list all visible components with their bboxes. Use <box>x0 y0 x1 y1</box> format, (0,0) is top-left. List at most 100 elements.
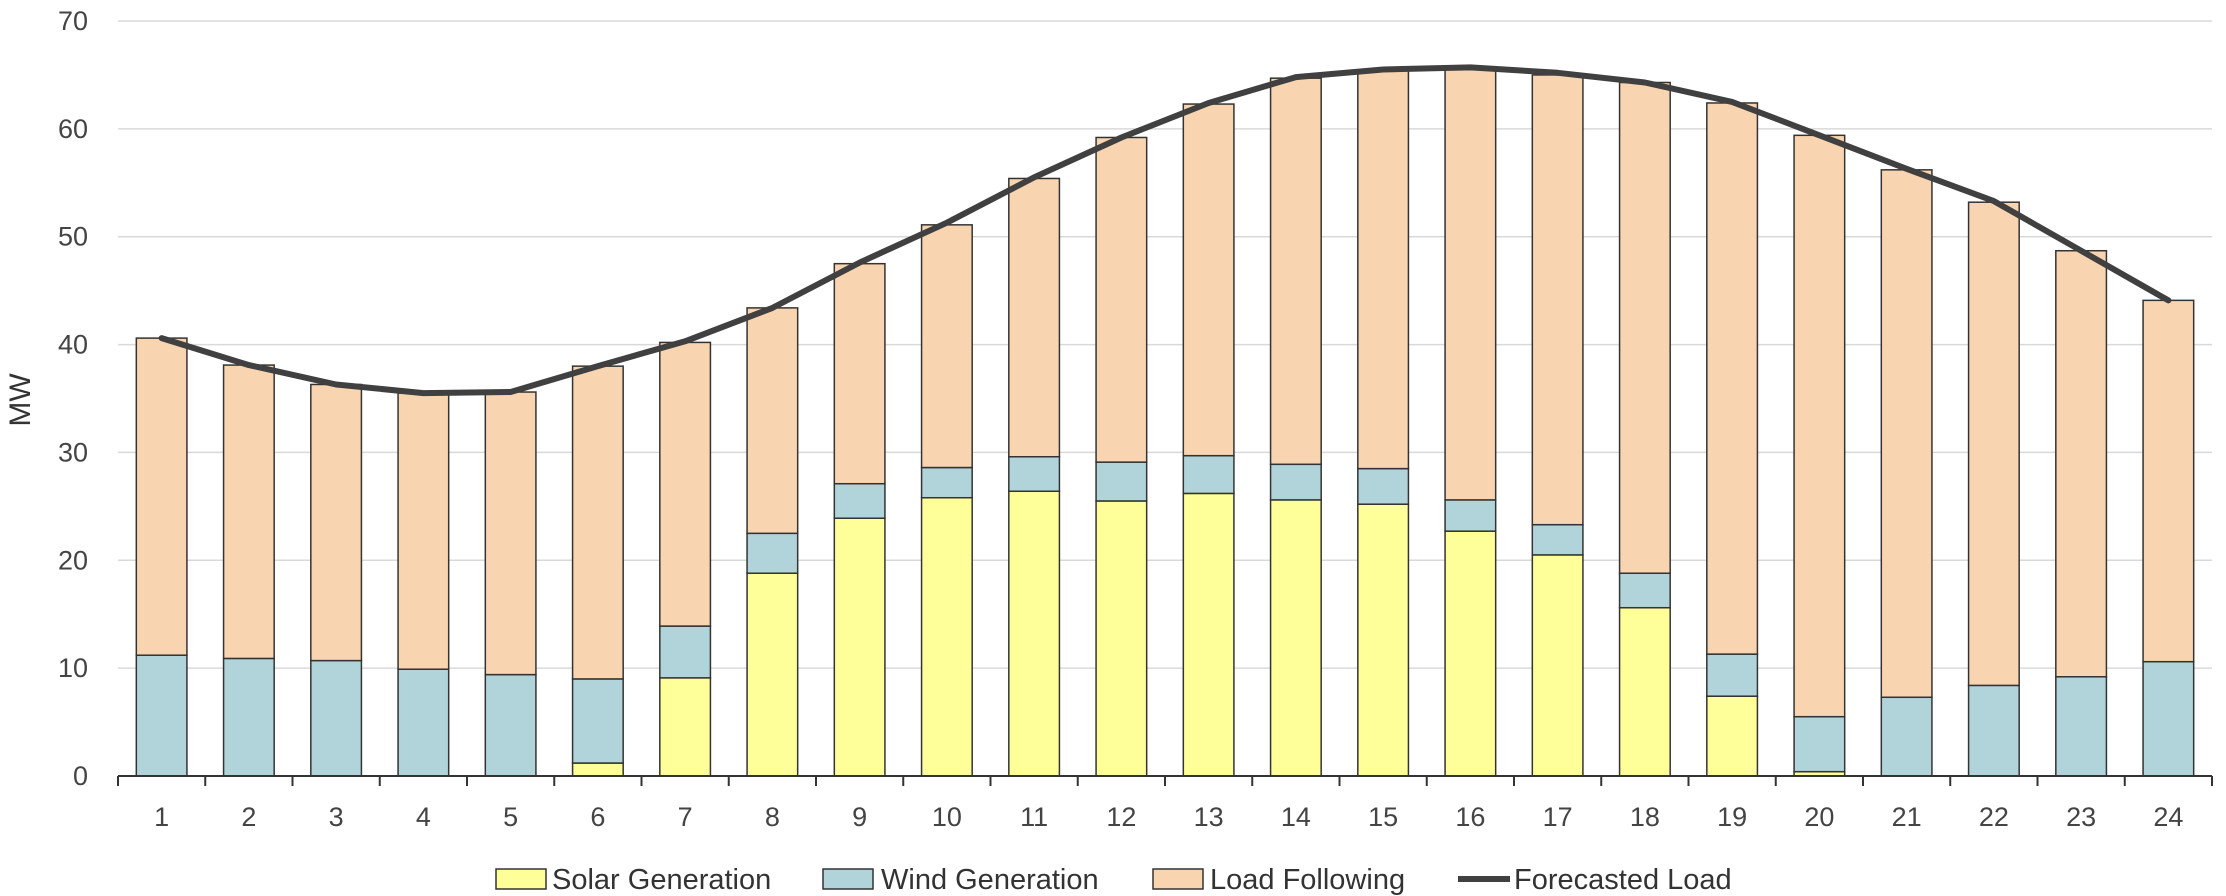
bars <box>135 66 2195 777</box>
x-tick-label-6: 6 <box>590 802 605 832</box>
x-tick-label-21: 21 <box>1892 802 1922 832</box>
forecast-line-layer <box>158 64 2172 397</box>
bar-wind-generation-2 <box>222 657 275 777</box>
series-line-forecasted-load <box>158 64 2172 397</box>
legend: Solar Generation Wind Generation Load Foll… <box>495 864 1732 896</box>
bar-solar-generation-7 <box>659 677 712 777</box>
bar-load-following-4 <box>397 392 450 670</box>
bar-wind-generation-11 <box>1008 455 1061 493</box>
x-tick-label-17: 17 <box>1543 802 1573 832</box>
x-tick-label-4: 4 <box>416 802 431 832</box>
bar-load-following-2 <box>222 364 275 660</box>
bar-load-following-15 <box>1357 69 1410 470</box>
bar-solar-generation-9 <box>833 517 886 777</box>
legend-label-solar-generation: Solar Generation <box>552 864 771 896</box>
bar-wind-generation-17 <box>1531 523 1584 556</box>
legend-label-wind-generation: Wind Generation <box>881 864 1099 896</box>
bar-load-following-22 <box>1967 201 2020 687</box>
y-tick-label: 60 <box>58 114 88 144</box>
legend-label-forecasted-load: Forecasted Load <box>1514 864 1732 896</box>
x-tick-label-15: 15 <box>1368 802 1398 832</box>
y-tick-label: 70 <box>58 6 88 36</box>
x-tick-label-20: 20 <box>1804 802 1834 832</box>
x-tick-label-24: 24 <box>2153 802 2183 832</box>
bar-wind-generation-16 <box>1444 499 1497 532</box>
y-tick-label: 0 <box>73 761 88 791</box>
bar-wind-generation-18 <box>1618 572 1671 609</box>
bar-solar-generation-6 <box>571 762 624 777</box>
y-tick-label: 20 <box>58 545 88 575</box>
bar-solar-generation-15 <box>1357 503 1410 777</box>
bar-load-following-6 <box>571 365 624 680</box>
y-axis-title: MW <box>4 373 37 427</box>
x-tick-label-10: 10 <box>932 802 962 832</box>
bar-load-following-14 <box>1269 77 1322 466</box>
bar-solar-generation-8 <box>746 572 799 777</box>
bar-load-following-17 <box>1531 74 1584 526</box>
x-tick-label-19: 19 <box>1717 802 1747 832</box>
legend-swatch-solar-generation <box>495 868 547 890</box>
bar-load-following-12 <box>1095 136 1148 463</box>
x-tick-label-7: 7 <box>678 802 693 832</box>
bar-load-following-16 <box>1444 66 1497 501</box>
bar-load-following-5 <box>484 391 537 676</box>
x-tick-label-3: 3 <box>329 802 344 832</box>
bar-wind-generation-10 <box>920 466 973 499</box>
x-tick-label-13: 13 <box>1194 802 1224 832</box>
gridlines <box>118 20 2212 669</box>
bar-load-following-9 <box>833 262 886 485</box>
bar-wind-generation-5 <box>484 673 537 777</box>
bar-solar-generation-16 <box>1444 530 1497 777</box>
bar-solar-generation-10 <box>920 496 973 777</box>
bar-solar-generation-13 <box>1182 492 1235 777</box>
bar-load-following-18 <box>1618 81 1671 574</box>
x-tick-label-9: 9 <box>852 802 867 832</box>
bar-load-following-7 <box>659 341 712 627</box>
bar-wind-generation-6 <box>571 678 624 764</box>
bar-load-following-20 <box>1793 134 1846 718</box>
y-tick-label: 40 <box>58 330 88 360</box>
bar-load-following-1 <box>135 337 188 656</box>
y-tick-label: 30 <box>58 437 88 467</box>
legend-swatch-wind-generation <box>822 868 874 890</box>
bar-wind-generation-15 <box>1357 467 1410 505</box>
x-tick-label-11: 11 <box>1020 802 1048 832</box>
bar-wind-generation-20 <box>1793 715 1846 773</box>
x-tick-label-12: 12 <box>1106 802 1136 832</box>
bar-wind-generation-21 <box>1880 696 1933 777</box>
bar-load-following-13 <box>1182 103 1235 457</box>
bar-wind-generation-14 <box>1269 463 1322 501</box>
bar-load-following-21 <box>1880 169 1933 699</box>
bar-wind-generation-1 <box>135 654 188 777</box>
x-tick-label-1: 1 <box>154 802 169 832</box>
x-tick-label-5: 5 <box>503 802 518 832</box>
bar-load-following-19 <box>1706 102 1759 655</box>
bar-solar-generation-18 <box>1618 606 1671 777</box>
y-tick-label: 10 <box>58 653 88 683</box>
x-tick-label-22: 22 <box>1979 802 2009 832</box>
bar-wind-generation-24 <box>2142 660 2195 777</box>
x-tick-label-2: 2 <box>241 802 256 832</box>
bar-load-following-8 <box>746 307 799 535</box>
bar-wind-generation-19 <box>1706 653 1759 697</box>
bar-wind-generation-23 <box>2055 676 2108 777</box>
bar-wind-generation-13 <box>1182 454 1235 495</box>
bar-solar-generation-12 <box>1095 500 1148 777</box>
bar-load-following-11 <box>1008 177 1061 458</box>
x-tick-label-23: 23 <box>2066 802 2096 832</box>
bar-solar-generation-19 <box>1706 695 1759 777</box>
bar-wind-generation-9 <box>833 482 886 519</box>
bar-load-following-24 <box>2142 299 2195 663</box>
x-tick-label-18: 18 <box>1630 802 1660 832</box>
x-tick-label-8: 8 <box>765 802 780 832</box>
bar-solar-generation-14 <box>1269 499 1322 777</box>
bar-wind-generation-3 <box>310 659 363 777</box>
y-tick-label: 50 <box>58 222 88 252</box>
bar-load-following-23 <box>2055 249 2108 678</box>
bar-load-following-10 <box>920 224 973 469</box>
bar-wind-generation-8 <box>746 532 799 574</box>
bar-wind-generation-12 <box>1095 461 1148 502</box>
